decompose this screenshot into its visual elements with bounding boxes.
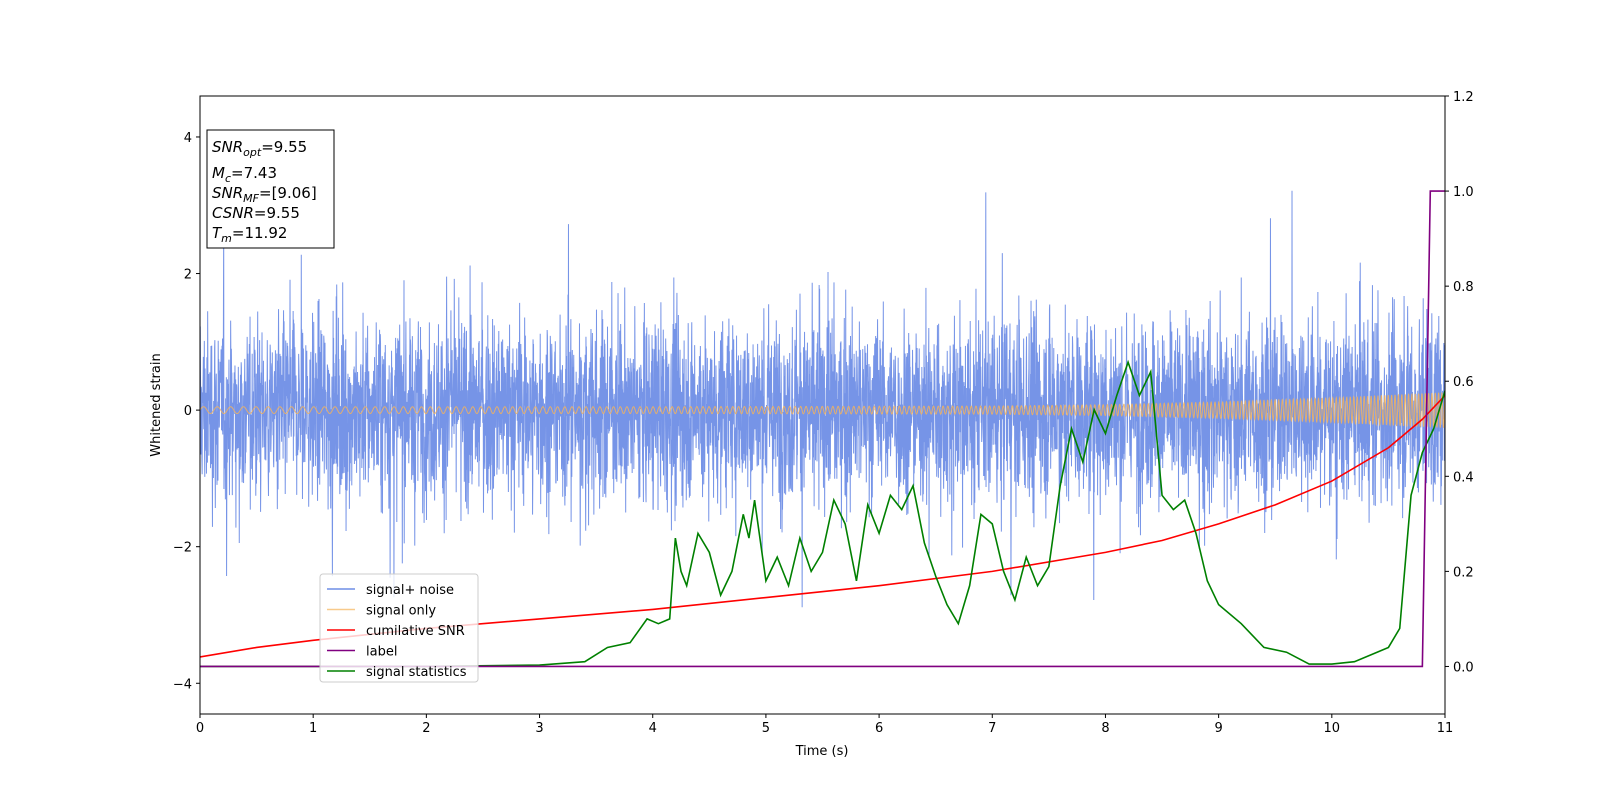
y2-tick-label: 0.2 — [1453, 565, 1474, 580]
y-axis-left: 4 2 0 −2 −4 — [173, 131, 200, 692]
y2-tick-label: 0.8 — [1453, 280, 1474, 295]
x-tick-label: 9 — [1214, 721, 1222, 736]
x-tick-label: 4 — [649, 721, 657, 736]
series-label — [200, 190, 1445, 668]
annotation-csnr: CSNR=9.55 — [212, 204, 300, 222]
annotation-mc: Mc=7.43 — [212, 164, 277, 185]
x-tick-label: 0 — [196, 721, 204, 736]
x-tick-label: 1 — [309, 721, 317, 736]
series-signal-noise — [200, 190, 1445, 608]
x-tick-label: 11 — [1437, 721, 1454, 736]
x-tick-label: 2 — [422, 721, 430, 736]
y-tick-label: 4 — [184, 131, 192, 146]
legend-entry: label — [366, 645, 397, 660]
annotation-snr-opt: SNRopt=9.55 — [212, 138, 307, 159]
annotation-tm: Tm=11.92 — [212, 224, 287, 245]
y2-tick-label: 0.0 — [1453, 660, 1474, 675]
plot-frame — [199, 95, 1446, 715]
y-tick-label: 2 — [184, 268, 192, 283]
y-axis-label: Whitened strain — [149, 353, 164, 456]
series-signal-statistics — [200, 359, 1445, 668]
annotation-box: SNRopt=9.55 Mc=7.43 SNRMF=[9.06] CSNR=9.… — [206, 129, 335, 249]
series-signal-only — [200, 392, 1445, 429]
y2-tick-label: 1.2 — [1453, 90, 1474, 105]
y2-tick-label: 0.6 — [1453, 375, 1474, 390]
y-tick-label: 0 — [184, 404, 192, 419]
y2-tick-label: 1.0 — [1453, 185, 1474, 200]
x-tick-label: 8 — [1101, 721, 1109, 736]
legend-entry: signal only — [366, 604, 436, 619]
y-tick-label: −2 — [173, 541, 192, 556]
signal-noise-line — [200, 190, 1445, 608]
legend-entry: signal statistics — [366, 665, 467, 680]
x-axis-label: Time (s) — [795, 744, 849, 759]
x-axis: 0 1 2 3 4 5 6 7 8 9 10 11 — [196, 714, 1453, 736]
legend-entry: cumilative SNR — [366, 624, 465, 639]
x-tick-label: 6 — [875, 721, 883, 736]
legend: signal+ noise signal only cumilative SNR la… — [319, 573, 479, 683]
x-tick-label: 5 — [762, 721, 770, 736]
signal-only-line — [200, 392, 1445, 429]
y2-tick-label: 0.4 — [1453, 470, 1474, 485]
legend-entry: signal+ noise — [366, 583, 454, 598]
x-tick-label: 3 — [535, 721, 543, 736]
x-tick-label: 7 — [988, 721, 996, 736]
y-tick-label: −4 — [173, 677, 192, 692]
y-axis-right: 1.2 1.0 0.8 0.6 0.4 0.2 0.0 — [1445, 90, 1474, 675]
x-tick-label: 10 — [1324, 721, 1341, 736]
annotation-snr-mf: SNRMF=[9.06] — [212, 184, 317, 205]
